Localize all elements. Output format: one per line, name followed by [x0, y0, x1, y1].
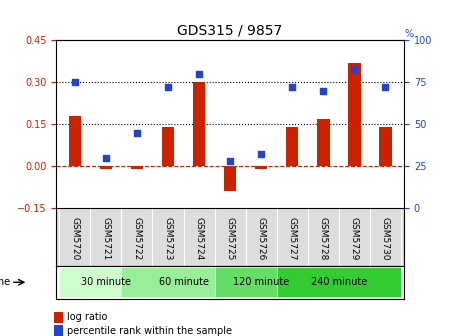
FancyBboxPatch shape [59, 267, 153, 297]
Bar [54, 312, 63, 323]
Text: GSM5728: GSM5728 [319, 217, 328, 260]
Text: GSM5722: GSM5722 [132, 217, 141, 260]
Text: 120 minute: 120 minute [233, 277, 289, 287]
Point [195, 71, 202, 77]
Point [102, 155, 110, 160]
Bar [54, 325, 63, 336]
Title: GDS315 / 9857: GDS315 / 9857 [177, 24, 283, 38]
Point [71, 80, 79, 85]
Bar [317, 119, 330, 166]
Text: GSM5721: GSM5721 [101, 217, 110, 260]
Bar [131, 166, 143, 169]
Text: GSM5720: GSM5720 [70, 217, 79, 260]
Text: 30 minute: 30 minute [81, 277, 131, 287]
Text: GSM5725: GSM5725 [225, 217, 235, 260]
Point [226, 158, 233, 164]
Point [320, 88, 327, 93]
Text: GSM5726: GSM5726 [257, 217, 266, 260]
Text: GSM5724: GSM5724 [194, 217, 203, 260]
Point [382, 85, 389, 90]
Text: time: time [0, 277, 11, 287]
Text: GSM5729: GSM5729 [350, 217, 359, 260]
Bar [286, 127, 299, 166]
Bar [193, 82, 205, 166]
Text: GSM5730: GSM5730 [381, 217, 390, 260]
Bar [348, 63, 361, 166]
Bar [224, 166, 236, 191]
FancyBboxPatch shape [121, 267, 246, 297]
Point [289, 85, 296, 90]
FancyBboxPatch shape [277, 267, 401, 297]
Text: 240 minute: 240 minute [311, 277, 367, 287]
Text: %: % [404, 29, 413, 39]
Bar [69, 116, 81, 166]
Point [133, 130, 141, 135]
Bar [162, 127, 174, 166]
Text: log ratio: log ratio [67, 312, 108, 322]
Bar [379, 127, 392, 166]
Point [164, 85, 172, 90]
Text: percentile rank within the sample: percentile rank within the sample [67, 326, 232, 336]
FancyBboxPatch shape [215, 267, 308, 297]
Bar [100, 166, 112, 169]
Text: GSM5723: GSM5723 [163, 217, 172, 260]
Point [351, 66, 358, 72]
Text: 60 minute: 60 minute [158, 277, 208, 287]
Point [258, 152, 265, 157]
Bar [255, 166, 268, 169]
Text: GSM5727: GSM5727 [288, 217, 297, 260]
